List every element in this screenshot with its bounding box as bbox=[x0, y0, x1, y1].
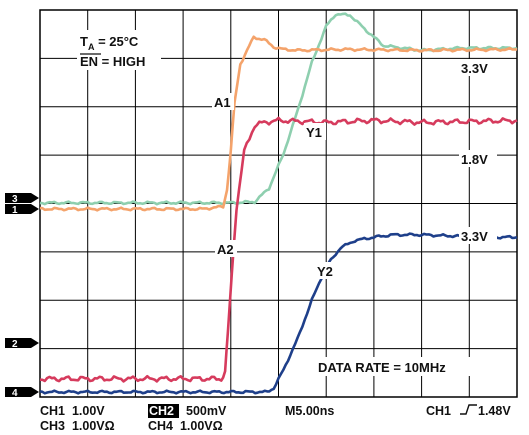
trace-a1-line bbox=[39, 35, 518, 212]
svg-text:3: 3 bbox=[12, 194, 18, 205]
enable-label: EN = HIGH bbox=[80, 54, 145, 69]
temperature-label: TA = 25°C bbox=[80, 34, 139, 52]
svg-text:1: 1 bbox=[12, 205, 18, 216]
level-label-y1: 3.3V bbox=[461, 61, 488, 76]
ch2-highlight bbox=[148, 404, 179, 418]
ground-marker-ch1: 1 bbox=[5, 204, 39, 216]
trace-label-y2: Y2 bbox=[317, 264, 333, 279]
trace-label-y1: Y1 bbox=[306, 125, 322, 140]
rising-edge-icon bbox=[460, 404, 477, 415]
trace-label-a1: A1 bbox=[214, 95, 231, 110]
scope-readout: CH1 1.00V CH2 500mV M5.00ns CH1 1.48V CH… bbox=[40, 404, 511, 433]
timebase: M5.00ns bbox=[285, 404, 334, 418]
ground-marker-ch4: 4 bbox=[5, 387, 39, 399]
traces bbox=[39, 12, 518, 395]
ch3-scale: CH3 1.00VΩ bbox=[40, 419, 115, 433]
level-label-y2: 1.8V bbox=[461, 152, 488, 167]
ch4-scale: CH4 1.00VΩ bbox=[148, 419, 223, 433]
ch2-scale: 500mV bbox=[186, 404, 227, 418]
trigger-level: 1.48V bbox=[478, 404, 511, 418]
level-label-a2: 3.3V bbox=[461, 229, 488, 244]
ch2-name: CH2 bbox=[149, 404, 174, 418]
data-rate-label: DATA RATE = 10MHz bbox=[318, 360, 446, 375]
trace-a2-line bbox=[39, 116, 518, 383]
trace-y1-line bbox=[39, 12, 518, 206]
trigger-channel: CH1 bbox=[426, 404, 451, 418]
ch1-scale: CH1 1.00V bbox=[40, 404, 105, 418]
trace-label-a2: A2 bbox=[217, 242, 234, 257]
svg-text:4: 4 bbox=[12, 388, 18, 399]
trace-y2-line bbox=[39, 232, 518, 395]
ground-marker-ch3: 3 bbox=[5, 193, 39, 205]
ground-marker-ch2: 2 bbox=[5, 338, 39, 350]
svg-text:2: 2 bbox=[12, 339, 18, 350]
